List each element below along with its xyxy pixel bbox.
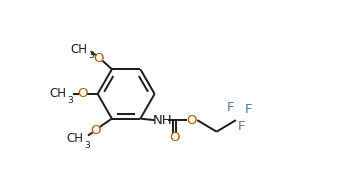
Text: 3: 3 — [67, 96, 73, 105]
Text: O: O — [93, 52, 104, 65]
Text: O: O — [91, 124, 101, 137]
Text: CH: CH — [70, 43, 87, 56]
Text: F: F — [244, 103, 252, 116]
Text: 3: 3 — [84, 141, 90, 150]
Text: CH: CH — [66, 132, 83, 145]
Text: F: F — [238, 120, 246, 133]
Text: O: O — [78, 87, 88, 100]
Text: NH: NH — [153, 114, 173, 127]
Text: 3: 3 — [88, 51, 94, 60]
Text: CH: CH — [50, 87, 67, 100]
Text: O: O — [169, 131, 180, 144]
Text: O: O — [187, 114, 197, 127]
Text: F: F — [227, 101, 234, 114]
